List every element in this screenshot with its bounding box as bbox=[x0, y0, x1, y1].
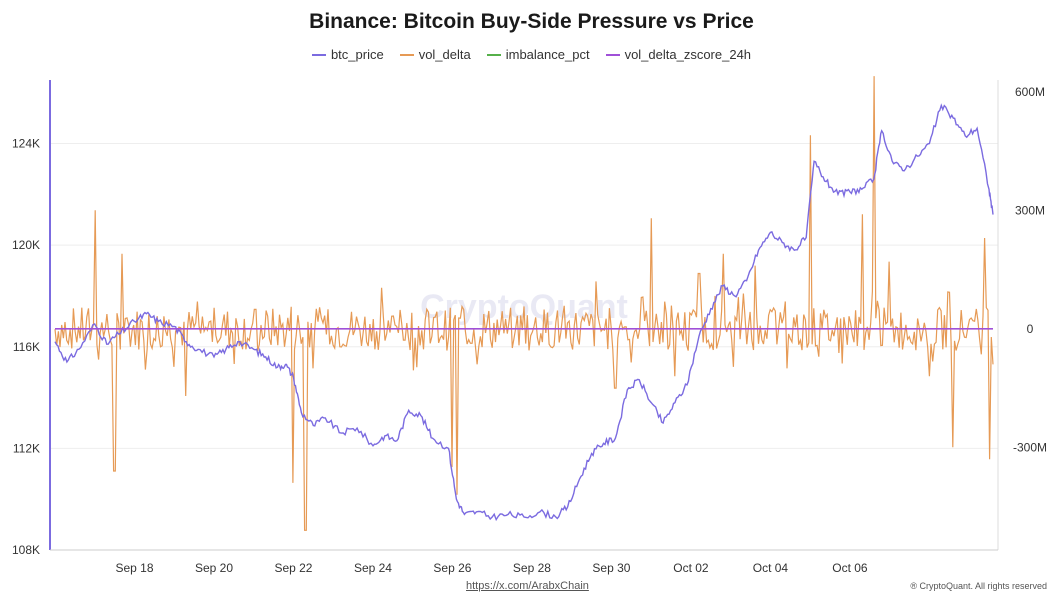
legend-label-vol-delta: vol_delta bbox=[418, 47, 471, 62]
btc-price-line bbox=[54, 103, 994, 522]
legend-item-imbalance-pct[interactable]: imbalance_pct bbox=[486, 47, 590, 62]
btc-price-series bbox=[54, 103, 994, 522]
y-right-tick-label: 0 bbox=[1027, 322, 1034, 336]
legend-swatch-btc-price bbox=[311, 53, 326, 56]
x-tick-label: Sep 20 bbox=[195, 561, 233, 575]
y-left-tick-label: 108K bbox=[12, 543, 40, 557]
y-left-tick-label: 116K bbox=[13, 340, 40, 354]
x-tick-label: Sep 28 bbox=[513, 561, 551, 575]
x-tick-label: Oct 06 bbox=[832, 561, 868, 575]
legend-swatch-imbalance-pct bbox=[486, 53, 501, 56]
x-tick-label: Sep 30 bbox=[592, 561, 630, 575]
x-tick-label: Sep 26 bbox=[433, 561, 471, 575]
x-tick-label: Oct 02 bbox=[673, 561, 709, 575]
legend-item-vol-delta-zscore[interactable]: vol_delta_zscore_24h bbox=[605, 47, 752, 62]
legend-item-btc-price[interactable]: btc_price bbox=[311, 47, 384, 62]
y-right-tick-label: 600M bbox=[1015, 85, 1045, 99]
x-tick-label: Sep 22 bbox=[274, 561, 312, 575]
source-link[interactable]: https://x.com/ArabxChain bbox=[466, 580, 589, 592]
legend-label-btc-price: btc_price bbox=[330, 47, 384, 62]
y-right-tick-label: 300M bbox=[1015, 203, 1045, 217]
x-tick-label: Oct 04 bbox=[753, 561, 789, 575]
x-tick-label: Sep 24 bbox=[354, 561, 392, 575]
y-left-tick-label: 112K bbox=[13, 441, 40, 455]
legend-swatch-vol-delta bbox=[399, 53, 414, 56]
tick-labels: 108K 112K 116K 120K 124K 600M 300M 0 -300M Sep 18… bbox=[12, 85, 1047, 575]
legend-label-vol-delta-zscore: vol_delta_zscore_24h bbox=[624, 47, 752, 62]
chart-title: Binance: Bitcoin Buy-Side Pressure vs Pr… bbox=[309, 10, 754, 33]
axes bbox=[49, 80, 999, 551]
y-left-tick-label: 124K bbox=[12, 137, 40, 151]
legend-swatch-vol-delta-zscore bbox=[605, 53, 620, 56]
y-left-tick-label: 120K bbox=[12, 238, 40, 252]
copyright-text: ® CryptoQuant. All rights reserved bbox=[910, 581, 1047, 591]
chart-legend: btc_price vol_delta imbalance_pct vol_de… bbox=[0, 47, 1063, 62]
y-right-tick-label: -300M bbox=[1013, 440, 1047, 454]
legend-item-vol-delta[interactable]: vol_delta bbox=[399, 47, 471, 62]
legend-label-imbalance-pct: imbalance_pct bbox=[505, 47, 590, 62]
x-tick-label: Sep 18 bbox=[115, 561, 153, 575]
